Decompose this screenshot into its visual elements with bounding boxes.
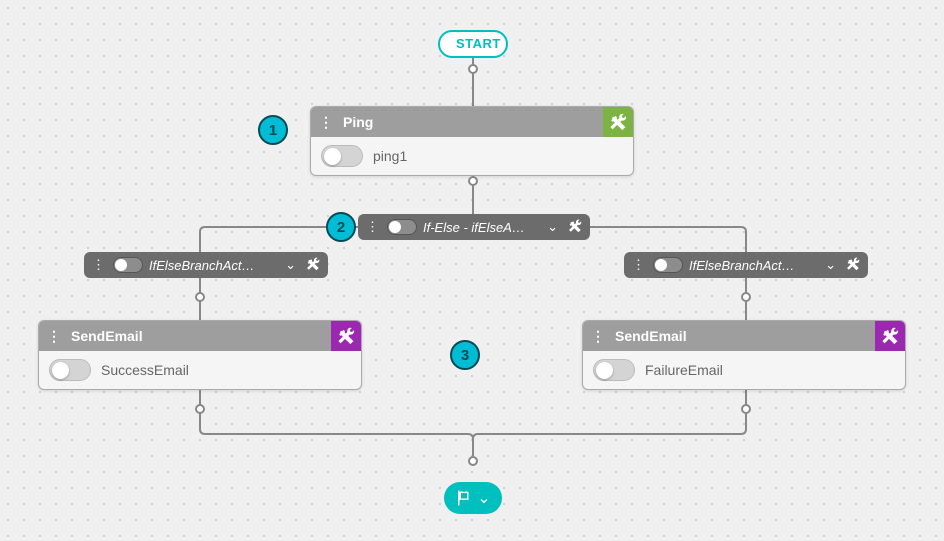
start-label: START [456, 36, 501, 51]
connection-port[interactable] [468, 64, 478, 74]
chevron-down-icon: ⌄ [477, 488, 490, 508]
connection-port[interactable] [195, 292, 205, 302]
chevron-down-icon[interactable]: ⌄ [545, 219, 560, 235]
wrench-cross-icon [337, 327, 355, 345]
node-body: FailureEmail [583, 351, 905, 389]
node-body: ping1 [311, 137, 633, 175]
settings-icon[interactable] [566, 219, 584, 236]
node-instance-name: FailureEmail [645, 362, 723, 378]
flag-icon [455, 489, 473, 507]
connection-port[interactable] [468, 456, 478, 466]
enable-toggle[interactable] [653, 257, 683, 273]
bar-label: IfElseBranchAct… [689, 258, 817, 273]
bar-label: If-Else - ifElseA… [423, 220, 539, 235]
drag-handle-icon[interactable]: ⋮ [90, 257, 107, 273]
enable-toggle[interactable] [113, 257, 143, 273]
activity-node-ping[interactable]: ⋮ Ping ping1 [310, 106, 634, 176]
branch-bar-right[interactable]: ⋮ IfElseBranchAct… ⌄ [624, 252, 868, 278]
connection-port[interactable] [195, 404, 205, 414]
settings-icon[interactable] [304, 257, 322, 274]
activity-node-sendemail-failure[interactable]: ⋮ SendEmail FailureEmail [582, 320, 906, 390]
wrench-cross-icon [881, 327, 899, 345]
connection-port[interactable] [741, 404, 751, 414]
drag-handle-icon[interactable]: ⋮ [364, 219, 381, 235]
start-node[interactable]: START [438, 30, 508, 58]
settings-button[interactable] [875, 321, 905, 351]
branch-bar-left[interactable]: ⋮ IfElseBranchAct… ⌄ [84, 252, 328, 278]
enable-toggle[interactable] [321, 145, 363, 167]
chevron-down-icon[interactable]: ⌄ [823, 257, 838, 273]
node-title: SendEmail [613, 328, 875, 344]
settings-button[interactable] [331, 321, 361, 351]
connection-port[interactable] [468, 176, 478, 186]
activity-node-sendemail-success[interactable]: ⋮ SendEmail SuccessEmail [38, 320, 362, 390]
end-node[interactable]: ⌄ [444, 482, 502, 514]
node-header[interactable]: ⋮ SendEmail [583, 321, 905, 351]
workflow-canvas[interactable]: START 1 2 3 ⋮ Ping ping1 ⋮ If-Else - ifE… [0, 0, 944, 541]
drag-handle-icon[interactable]: ⋮ [311, 114, 341, 131]
node-title: Ping [341, 114, 603, 130]
settings-button[interactable] [603, 107, 633, 137]
node-header[interactable]: ⋮ Ping [311, 107, 633, 137]
annotation-badge: 2 [326, 212, 356, 242]
enable-toggle[interactable] [387, 219, 417, 235]
chevron-down-icon[interactable]: ⌄ [283, 257, 298, 273]
node-body: SuccessEmail [39, 351, 361, 389]
annotation-badge: 1 [258, 115, 288, 145]
wrench-cross-icon [609, 113, 627, 131]
node-instance-name: SuccessEmail [101, 362, 189, 378]
drag-handle-icon[interactable]: ⋮ [39, 328, 69, 345]
enable-toggle[interactable] [593, 359, 635, 381]
node-title: SendEmail [69, 328, 331, 344]
annotation-badge: 3 [450, 340, 480, 370]
connection-port[interactable] [741, 292, 751, 302]
drag-handle-icon[interactable]: ⋮ [630, 257, 647, 273]
node-instance-name: ping1 [373, 148, 407, 164]
ifelse-bar[interactable]: ⋮ If-Else - ifElseA… ⌄ [358, 214, 590, 240]
bar-label: IfElseBranchAct… [149, 258, 277, 273]
settings-icon[interactable] [844, 257, 862, 274]
node-header[interactable]: ⋮ SendEmail [39, 321, 361, 351]
enable-toggle[interactable] [49, 359, 91, 381]
drag-handle-icon[interactable]: ⋮ [583, 328, 613, 345]
